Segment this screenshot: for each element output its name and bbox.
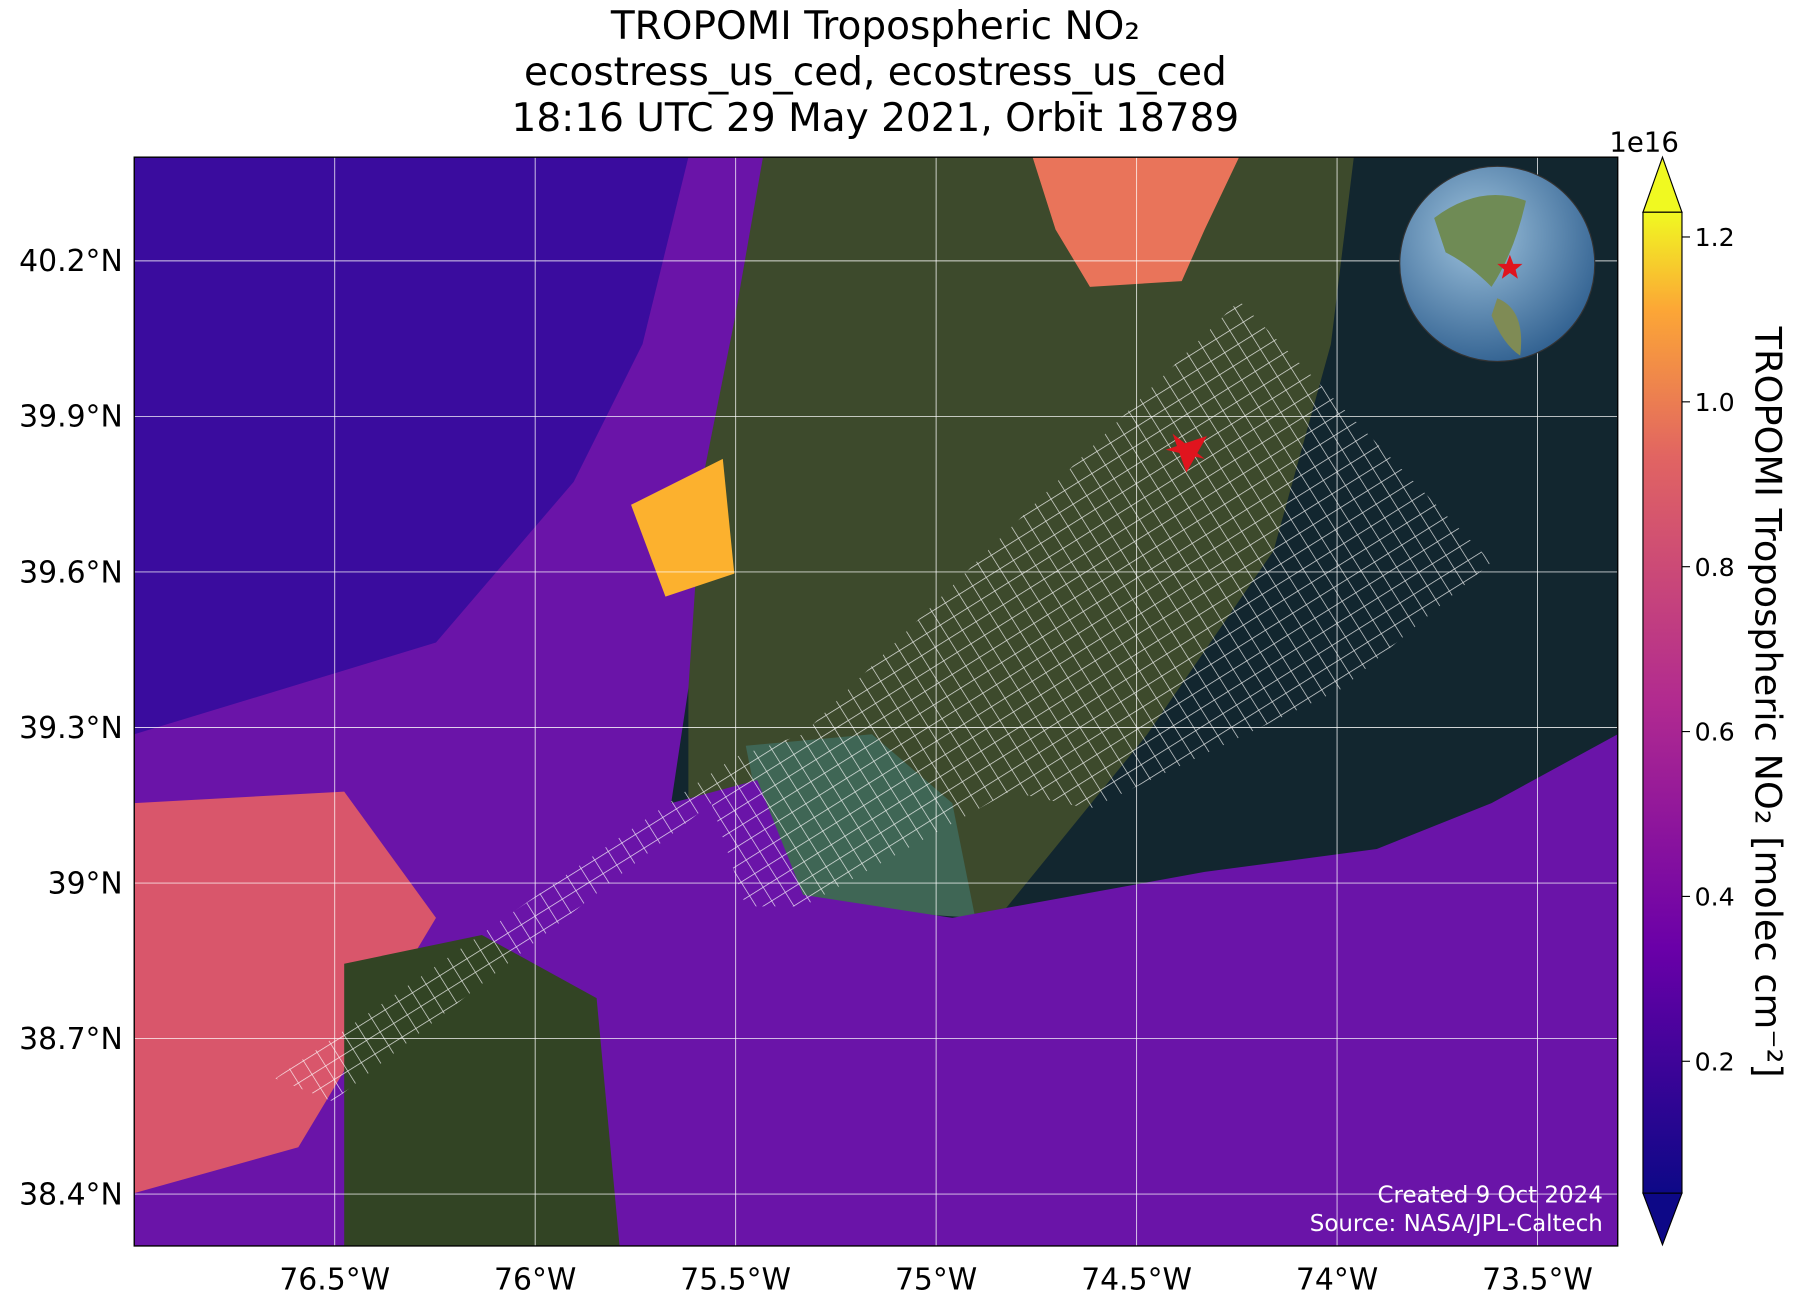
- colorbar-tick-label: 0.6: [1695, 718, 1735, 747]
- no2-low: [134, 157, 689, 735]
- colorbar-exponent: 1e16: [1609, 126, 1678, 158]
- credit: Created 9 Oct 2024: [1378, 1182, 1603, 1208]
- credit: Source: NASA/JPL-Caltech: [1310, 1211, 1603, 1237]
- globe-land: [1434, 195, 1526, 287]
- colorbar-tick-label: 1.2: [1695, 223, 1735, 252]
- x-tick-label: 75°W: [895, 1263, 977, 1297]
- x-tick-label: 73.5°W: [1482, 1263, 1593, 1297]
- colorbar-extend-max: [1642, 155, 1683, 213]
- subtitle: ecostress_us_ced, ecostress_us_ced: [524, 50, 1227, 95]
- no2-high: [1032, 157, 1240, 287]
- colorbar-tick-label: 0.8: [1695, 553, 1735, 582]
- map-area: [134, 157, 1618, 1246]
- y-tick-label: 38.7°N: [19, 1022, 123, 1057]
- subtitle: 18:16 UTC 29 May 2021, Orbit 18789: [512, 96, 1240, 141]
- y-tick-label: 39.3°N: [19, 711, 123, 746]
- colorbar-tick-label: 0.2: [1695, 1047, 1735, 1076]
- colorbar-extend-min: [1642, 1192, 1683, 1247]
- site-marker: [1165, 433, 1207, 473]
- x-tick-label: 75.5°W: [680, 1263, 791, 1297]
- colorbar: [1642, 211, 1683, 1194]
- x-tick-label: 76°W: [494, 1263, 576, 1297]
- no2-peak: [631, 458, 735, 597]
- x-tick-label: 74°W: [1296, 1263, 1378, 1297]
- y-tick-label: 40.2°N: [19, 244, 123, 279]
- ecostress-swath: [275, 300, 1492, 1102]
- y-tick-label: 39.9°N: [19, 400, 123, 435]
- x-tick-label: 76.5°W: [279, 1263, 390, 1297]
- globe-marker: [1497, 254, 1523, 279]
- globe-land: [1491, 298, 1522, 356]
- colorbar-label: TROPOMI Tropospheric NO₂ [molec cm⁻²]: [1746, 326, 1789, 1078]
- y-tick-label: 39°N: [48, 866, 123, 901]
- colorbar-tick-label: 0.4: [1695, 883, 1735, 912]
- colorbar-tick-label: 1.0: [1695, 388, 1735, 417]
- no2-high: [134, 791, 436, 1194]
- plot-frame: [133, 156, 1619, 1247]
- x-tick-label: 74.5°W: [1081, 1263, 1192, 1297]
- y-tick-label: 39.6°N: [19, 555, 123, 590]
- title: TROPOMI Tropospheric NO₂: [610, 4, 1140, 49]
- y-tick-label: 38.4°N: [19, 1177, 123, 1212]
